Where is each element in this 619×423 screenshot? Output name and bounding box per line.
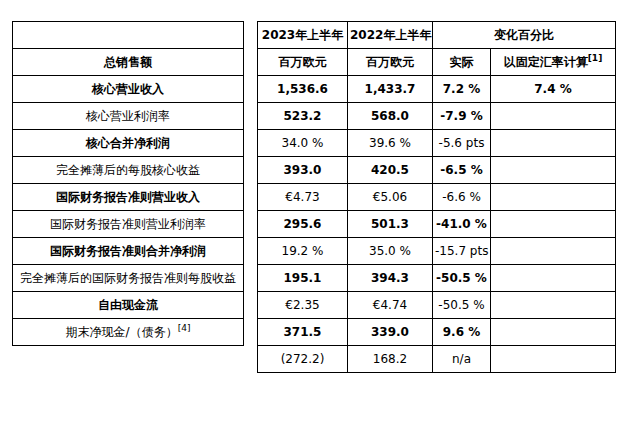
value-2023: 371.5 bbox=[258, 319, 348, 346]
value-2022: 39.6 % bbox=[348, 130, 433, 157]
unit-header-2023: 百万欧元 bbox=[258, 49, 348, 76]
value-fixed-rate-change bbox=[491, 238, 616, 265]
table-row: 国际财务报告准则合并净利润 bbox=[13, 238, 244, 265]
value-2022: 568.0 bbox=[348, 103, 433, 130]
row-label-net-cash-debt: 期末净现金/（债务）[4] bbox=[13, 319, 244, 346]
value-fixed-rate-change: 7.4 % bbox=[491, 76, 616, 103]
row-label-total-sales: 总销售额 bbox=[13, 49, 244, 76]
value-actual-change: 7.2 % bbox=[433, 76, 491, 103]
table-row: (272.2) 168.2 n/a bbox=[258, 346, 616, 373]
table-row: 完全摊薄后的国际财务报告准则每股收益 bbox=[13, 265, 244, 292]
value-2022: 35.0 % bbox=[348, 238, 433, 265]
value-fixed-rate-change bbox=[491, 211, 616, 238]
value-actual-change: -6.5 % bbox=[433, 157, 491, 184]
value-fixed-rate-change bbox=[491, 292, 616, 319]
value-2023: €2.35 bbox=[258, 292, 348, 319]
column-header-2023: 2023年上半年 bbox=[258, 22, 348, 49]
column-header-fixed-rate-text: 以固定汇率计算 bbox=[504, 55, 588, 69]
value-2023: 523.2 bbox=[258, 103, 348, 130]
column-header-change: 变化百分比 bbox=[433, 22, 616, 49]
value-2023: 19.2 % bbox=[258, 238, 348, 265]
value-fixed-rate-change bbox=[491, 319, 616, 346]
row-label-core-operating-margin: 核心营业利润率 bbox=[13, 103, 244, 130]
value-2022: 168.2 bbox=[348, 346, 433, 373]
label-header-empty-cell bbox=[13, 22, 244, 49]
value-2023: €4.73 bbox=[258, 184, 348, 211]
table-row: 19.2 % 35.0 % -15.7 pts bbox=[258, 238, 616, 265]
unit-header-2022: 百万欧元 bbox=[348, 49, 433, 76]
footnote-ref-4: [4] bbox=[178, 323, 191, 333]
value-2023: 195.1 bbox=[258, 265, 348, 292]
value-actual-change: -41.0 % bbox=[433, 211, 491, 238]
value-actual-change: -7.9 % bbox=[433, 103, 491, 130]
row-label-ifrs-operating-margin: 国际财务报告准则营业利润率 bbox=[13, 211, 244, 238]
value-2023: 393.0 bbox=[258, 157, 348, 184]
row-label-ifrs-eps: 完全摊薄后的国际财务报告准则每股收益 bbox=[13, 265, 244, 292]
table-row: 523.2 568.0 -7.9 % bbox=[258, 103, 616, 130]
footnote-ref-1: [1] bbox=[588, 53, 603, 63]
table-row: 期末净现金/（债务）[4] bbox=[13, 319, 244, 346]
row-label-core-net-income: 核心合并净利润 bbox=[13, 130, 244, 157]
table-row: 1,536.6 1,433.7 7.2 % 7.4 % bbox=[258, 76, 616, 103]
row-label-core-operating-income: 核心营业收入 bbox=[13, 76, 244, 103]
metric-labels-table: 总销售额 核心营业收入 核心营业利润率 核心合并净利润 完全摊薄后的每股核心收益… bbox=[12, 21, 244, 346]
value-2023: 34.0 % bbox=[258, 130, 348, 157]
value-2022: 501.3 bbox=[348, 211, 433, 238]
row-label-ifrs-net-income: 国际财务报告准则合并净利润 bbox=[13, 238, 244, 265]
value-fixed-rate-change bbox=[491, 103, 616, 130]
value-fixed-rate-change bbox=[491, 265, 616, 292]
table-row: 核心营业收入 bbox=[13, 76, 244, 103]
metric-values-table: 2023年上半年 2022年上半年 变化百分比 百万欧元 百万欧元 实际 以固定… bbox=[257, 21, 616, 373]
value-fixed-rate-change bbox=[491, 184, 616, 211]
value-actual-change: n/a bbox=[433, 346, 491, 373]
table-row: 295.6 501.3 -41.0 % bbox=[258, 211, 616, 238]
table-header-row: 2023年上半年 2022年上半年 变化百分比 bbox=[258, 22, 616, 49]
table-row: 34.0 % 39.6 % -5.6 pts bbox=[258, 130, 616, 157]
value-fixed-rate-change bbox=[491, 130, 616, 157]
table-row: 国际财务报告准则营业利润率 bbox=[13, 211, 244, 238]
value-2022: €5.06 bbox=[348, 184, 433, 211]
value-2023: (272.2) bbox=[258, 346, 348, 373]
column-header-actual: 实际 bbox=[433, 49, 491, 76]
table-row: 核心合并净利润 bbox=[13, 130, 244, 157]
table-row: 自由现金流 bbox=[13, 292, 244, 319]
value-2022: €4.74 bbox=[348, 292, 433, 319]
value-actual-change: -6.6 % bbox=[433, 184, 491, 211]
table-row: €4.73 €5.06 -6.6 % bbox=[258, 184, 616, 211]
row-label-text: 期末净现金/（债务） bbox=[66, 325, 178, 339]
table-row: 完全摊薄后的每股核心收益 bbox=[13, 157, 244, 184]
table-row: 核心营业利润率 bbox=[13, 103, 244, 130]
value-2022: 339.0 bbox=[348, 319, 433, 346]
value-2022: 420.5 bbox=[348, 157, 433, 184]
column-header-fixed-rate: 以固定汇率计算[1] bbox=[491, 49, 616, 76]
value-2023: 1,536.6 bbox=[258, 76, 348, 103]
value-actual-change: -50.5 % bbox=[433, 265, 491, 292]
financial-summary: 总销售额 核心营业收入 核心营业利润率 核心合并净利润 完全摊薄后的每股核心收益… bbox=[12, 21, 616, 373]
column-header-2022: 2022年上半年 bbox=[348, 22, 433, 49]
table-row: 国际财务报告准则营业收入 bbox=[13, 184, 244, 211]
table-row: 195.1 394.3 -50.5 % bbox=[258, 265, 616, 292]
value-2023: 295.6 bbox=[258, 211, 348, 238]
row-label-free-cash-flow: 自由现金流 bbox=[13, 292, 244, 319]
table-row: €2.35 €4.74 -50.5 % bbox=[258, 292, 616, 319]
table-row: 371.5 339.0 9.6 % bbox=[258, 319, 616, 346]
value-fixed-rate-change bbox=[491, 157, 616, 184]
table-row: 总销售额 bbox=[13, 49, 244, 76]
value-2022: 394.3 bbox=[348, 265, 433, 292]
value-actual-change: -5.6 pts bbox=[433, 130, 491, 157]
row-label-core-eps: 完全摊薄后的每股核心收益 bbox=[13, 157, 244, 184]
row-label-ifrs-operating-income: 国际财务报告准则营业收入 bbox=[13, 184, 244, 211]
table-subheader-row: 百万欧元 百万欧元 实际 以固定汇率计算[1] bbox=[258, 49, 616, 76]
value-actual-change: -50.5 % bbox=[433, 292, 491, 319]
value-2022: 1,433.7 bbox=[348, 76, 433, 103]
value-actual-change: 9.6 % bbox=[433, 319, 491, 346]
table-row: 393.0 420.5 -6.5 % bbox=[258, 157, 616, 184]
value-actual-change: -15.7 pts bbox=[433, 238, 491, 265]
value-fixed-rate-change bbox=[491, 346, 616, 373]
